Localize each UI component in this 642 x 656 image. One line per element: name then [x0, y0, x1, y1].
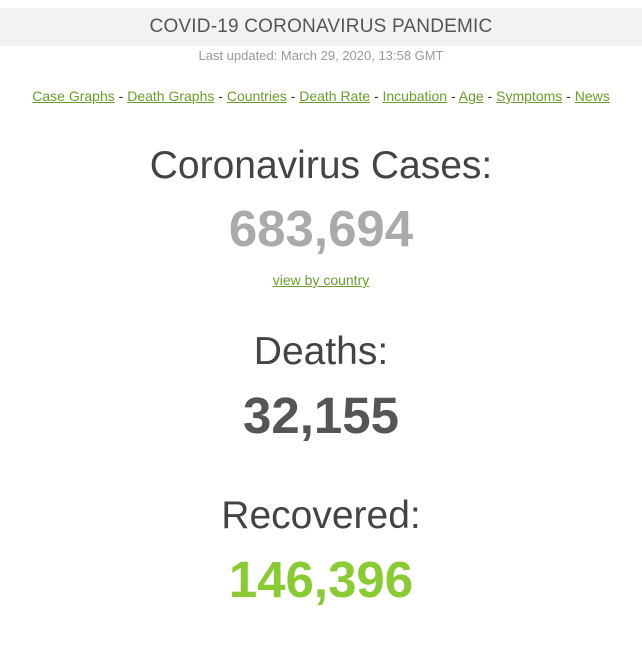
nav-link-incubation[interactable]: Incubation	[382, 88, 448, 104]
cases-count: 683,694	[228, 200, 414, 257]
nav-link-symptoms[interactable]: Symptoms	[496, 88, 563, 104]
nav-separator: -	[370, 88, 383, 104]
nav-link-death-rate[interactable]: Death Rate	[299, 88, 371, 104]
recovered-count: 146,396	[228, 551, 414, 608]
nav-link-countries[interactable]: Countries	[226, 88, 287, 104]
view-by-country-container: view by country	[0, 272, 642, 288]
view-by-country-link[interactable]: view by country	[272, 272, 370, 288]
nav-separator: -	[114, 88, 128, 104]
recovered-label: Recovered:	[221, 494, 421, 537]
nav-link-case-graphs[interactable]: Case Graphs	[32, 88, 115, 104]
cases-label: Coronavirus Cases:	[149, 144, 493, 187]
nav-separator: -	[483, 88, 497, 104]
nav-separator: -	[214, 88, 227, 104]
last-updated-text: Last updated: March 29, 2020, 13:58 GMT	[198, 48, 444, 63]
deaths-label: Deaths:	[253, 330, 389, 373]
page-title: COVID-19 CORONAVIRUS PANDEMIC	[149, 16, 493, 37]
nav-link-death-graphs[interactable]: Death Graphs	[127, 88, 215, 104]
nav-separator: -	[562, 88, 575, 104]
nav-links: Case Graphs - Death Graphs - Countries -…	[0, 88, 642, 104]
deaths-count: 32,155	[243, 387, 399, 444]
nav-link-age[interactable]: Age	[458, 88, 484, 104]
title-bar: COVID-19 CORONAVIRUS PANDEMIC	[0, 8, 642, 46]
nav-separator: -	[447, 88, 459, 104]
nav-link-news[interactable]: News	[574, 88, 610, 104]
nav-separator: -	[286, 88, 300, 104]
